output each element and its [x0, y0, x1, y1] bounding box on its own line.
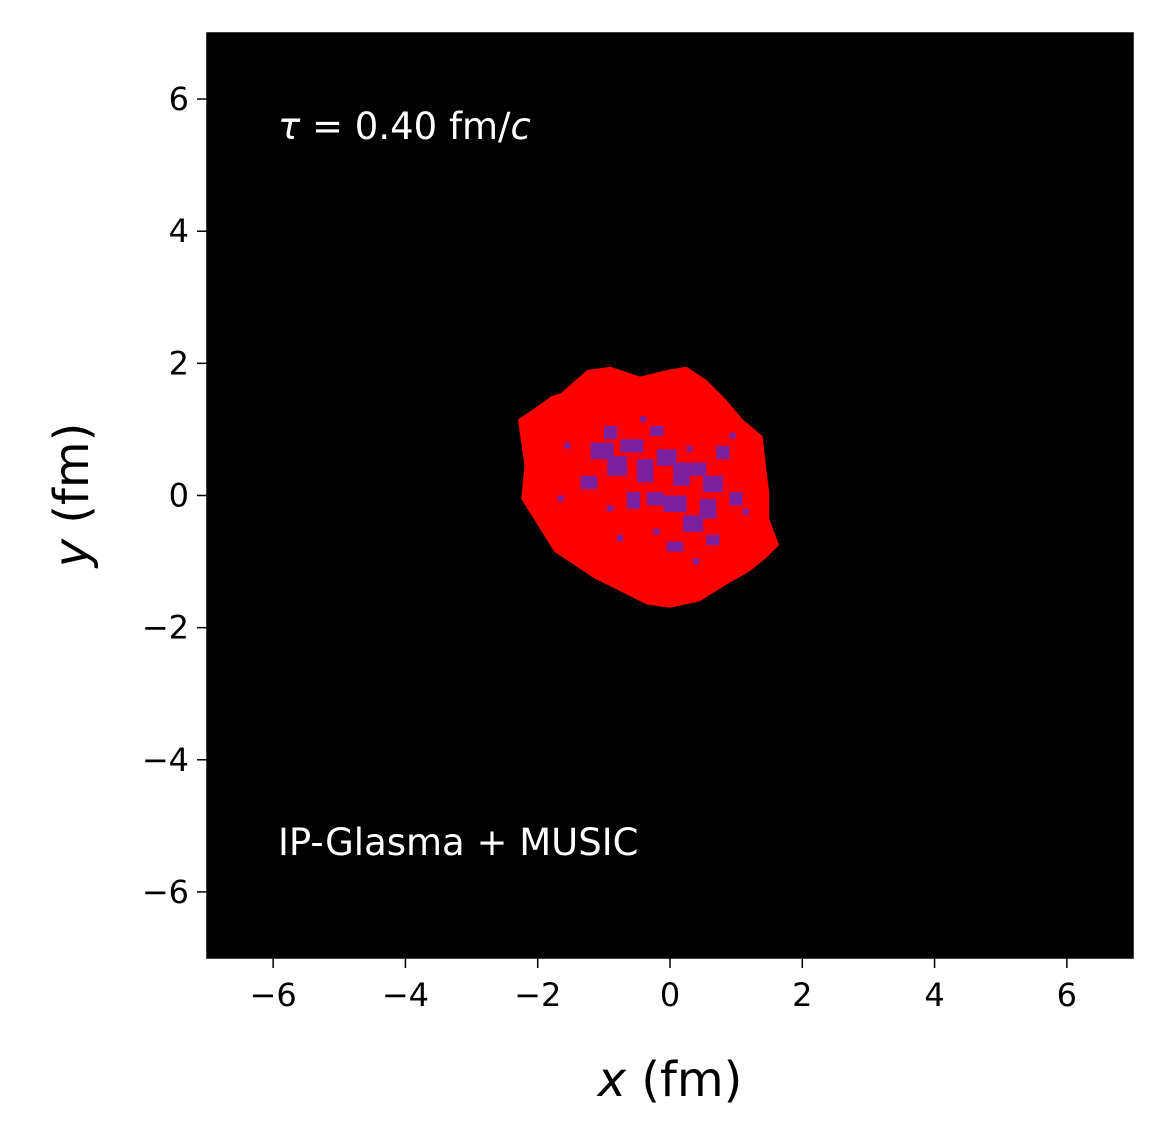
- core-patch: [689, 462, 707, 476]
- time-symbol: τ: [278, 105, 301, 148]
- core-patch: [706, 535, 720, 545]
- blob-speckle: [557, 495, 564, 502]
- blob-speckle: [656, 561, 663, 568]
- x-axis-label: x (fm): [596, 1052, 743, 1108]
- y-tick-label: 4: [169, 212, 189, 250]
- core-patch: [590, 442, 614, 460]
- core-patch: [729, 492, 743, 506]
- core-patch: [716, 445, 730, 460]
- core-patch: [580, 475, 598, 489]
- x-tick-label: −2: [514, 976, 561, 1014]
- blob-speckle: [617, 535, 624, 542]
- core-patch: [703, 475, 723, 493]
- core-patch: [673, 462, 690, 486]
- blob-speckle: [613, 419, 620, 426]
- blob-speckle: [739, 455, 746, 462]
- blob-speckle: [577, 515, 584, 522]
- x-axis-ticks: −6 −4 −2 0 2 4 6: [250, 958, 1077, 1014]
- core-patch: [666, 541, 684, 552]
- x-axis-label-var: x: [596, 1052, 627, 1108]
- y-tick-label: −6: [142, 873, 189, 911]
- x-tick-label: 0: [660, 976, 680, 1014]
- x-tick-label: 6: [1057, 976, 1077, 1014]
- blob-speckle: [607, 505, 614, 512]
- y-axis-label: y (fm): [44, 423, 100, 570]
- model-annotation: IP-Glasma + MUSIC: [278, 821, 639, 864]
- x-axis-label-unit: (fm): [626, 1052, 742, 1108]
- blob-speckle: [574, 432, 581, 439]
- core-patch: [646, 492, 664, 506]
- y-axis-label-var: y: [44, 538, 100, 569]
- y-axis-label-unit: (fm): [44, 423, 100, 539]
- core-patch: [607, 455, 627, 476]
- core-patch: [603, 426, 618, 440]
- blob-speckle: [587, 416, 594, 423]
- blob-speckle: [722, 482, 729, 489]
- x-tick-label: −6: [250, 976, 297, 1014]
- blob-speckle: [699, 432, 706, 439]
- blob-speckle: [729, 432, 736, 439]
- blob-speckle: [742, 508, 749, 515]
- blob-speckle: [752, 525, 759, 532]
- y-tick-label: −2: [142, 609, 189, 647]
- core-patch: [636, 459, 654, 483]
- x-tick-label: −4: [382, 976, 429, 1014]
- y-tick-label: 2: [169, 344, 189, 382]
- core-patch: [627, 492, 641, 509]
- blob-speckle: [640, 416, 647, 423]
- blob-speckle: [564, 442, 571, 449]
- y-tick-label: 0: [169, 477, 189, 515]
- core-patch: [683, 515, 703, 532]
- blob-speckle: [550, 412, 557, 419]
- blob-speckle: [630, 465, 637, 472]
- core-patch: [656, 449, 677, 466]
- time-unit-c: c: [510, 105, 530, 148]
- time-annotation: τ = 0.40 fm/c: [278, 105, 531, 148]
- core-patch: [650, 426, 664, 436]
- core-patch: [699, 498, 717, 519]
- plot-group: [206, 32, 1134, 959]
- blob-speckle: [719, 558, 726, 565]
- blob-speckle: [676, 459, 683, 466]
- y-tick-label: 6: [169, 80, 189, 118]
- core-patch: [620, 439, 644, 453]
- blob-speckle: [736, 535, 743, 542]
- blob-speckle: [713, 531, 719, 538]
- blob-region: [517, 366, 780, 608]
- blob-speckle: [636, 545, 643, 552]
- energy-density-core: [580, 426, 743, 552]
- blob-speckle: [567, 472, 574, 479]
- x-tick-label: 4: [924, 976, 944, 1014]
- blob-speckle: [686, 445, 693, 452]
- blob-speckle: [676, 419, 683, 426]
- core-patch: [663, 495, 687, 512]
- blob-speckle: [653, 528, 660, 535]
- x-tick-label: 2: [792, 976, 812, 1014]
- blob-speckle: [693, 558, 700, 565]
- blob-speckle: [746, 482, 753, 489]
- y-tick-label: −4: [142, 741, 189, 779]
- time-value: = 0.40 fm/: [300, 105, 511, 148]
- blob-speckle: [597, 528, 604, 535]
- energy-density-blob: [517, 366, 780, 608]
- y-axis-ticks: −6 −4 −2 0 2 4 6: [142, 80, 207, 911]
